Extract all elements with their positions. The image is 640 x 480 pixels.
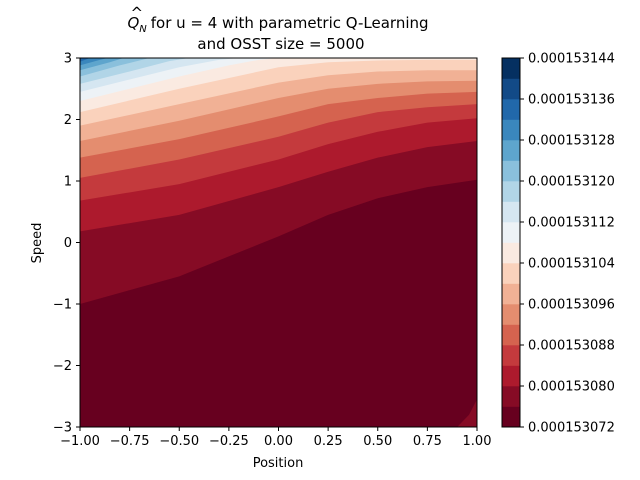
colorbar-level-17	[502, 58, 520, 79]
colorbar-level-8	[502, 242, 520, 264]
colorbar-level-10	[502, 201, 520, 223]
colorbar-level-7	[502, 263, 520, 284]
x-tick-label: −1.00	[60, 434, 100, 449]
y-tick-label: 1	[64, 175, 72, 190]
x-tick-label: −0.75	[110, 434, 150, 449]
title-q-symbol: Q	[127, 14, 139, 32]
colorbar-tick-label: 0.000153128	[528, 134, 615, 149]
colorbar-tick-label: 0.000153096	[528, 298, 615, 313]
colorbar-level-15	[502, 99, 520, 120]
title-q-subscript: N	[139, 24, 147, 35]
title-q-hat: ^	[130, 4, 143, 22]
y-axis-label: Speed	[30, 223, 45, 264]
colorbar: 0.000153072 0.000153080 0.000153088 0.00015…	[501, 52, 615, 436]
x-tick-label: −0.25	[209, 434, 249, 449]
x-tick-label: 0.50	[363, 434, 392, 449]
colorbar-level-6	[502, 283, 520, 305]
y-tick-label: 0	[64, 236, 72, 251]
x-tick-label: 0.25	[314, 434, 343, 449]
colorbar-tick-label: 0.000153080	[528, 380, 615, 395]
colorbar-level-12	[502, 160, 520, 182]
x-axis-label: Position	[253, 456, 304, 471]
colorbar-level-4	[502, 324, 520, 346]
y-tick-label: 3	[64, 52, 72, 67]
colorbar-level-2	[502, 365, 520, 387]
colorbar-frame	[501, 57, 521, 428]
colorbar-level-1	[502, 386, 520, 407]
x-axis: −1.00 −0.75 −0.50 −0.25 0.00 0.25 0.50 0.75 1.00	[60, 427, 491, 449]
chart-title-line2: and OSST size = 5000	[197, 35, 364, 53]
chart-title: QN for u = 4 with parametric Q-Learning ^…	[127, 4, 428, 53]
x-tick-label: −0.50	[159, 434, 199, 449]
x-tick-label: 0.00	[264, 434, 293, 449]
colorbar-level-13	[502, 140, 520, 161]
colorbar-tick-label: 0.000153136	[528, 93, 615, 108]
colorbar-level-11	[502, 181, 520, 202]
colorbar-tick-label: 0.000153120	[528, 175, 615, 190]
colorbar-tick-label: 0.000153104	[528, 257, 615, 272]
contour-band-15	[80, 58, 90, 62]
x-tick-label: 0.75	[413, 434, 442, 449]
y-axis: −3 −2 −1 0 1 2 3	[53, 52, 80, 436]
colorbar-level-9	[502, 222, 520, 243]
colorbar-tick-label: 0.000153088	[528, 339, 615, 354]
y-tick-label: 2	[64, 113, 72, 128]
y-tick-label: −2	[53, 359, 72, 374]
colorbar-tick-label: 0.000153072	[528, 421, 615, 436]
plot-area	[79, 57, 478, 428]
colorbar-level-5	[502, 304, 520, 325]
chart-title-line1: QN for u = 4 with parametric Q-Learning	[127, 14, 428, 35]
colorbar-tick-label: 0.000153112	[528, 216, 615, 231]
colorbar-level-0	[502, 406, 520, 428]
contour-band-14	[80, 58, 108, 66]
colorbar-tick-label: 0.000153144	[528, 52, 615, 67]
x-tick-label: 1.00	[463, 434, 492, 449]
colorbar-level-3	[502, 345, 520, 366]
colorbar-level-16	[502, 78, 520, 100]
title-line1-text: for u = 4 with parametric Q-Learning	[151, 14, 429, 32]
y-tick-label: −1	[53, 298, 72, 313]
contour-corner-patch	[457, 399, 477, 427]
colorbar-level-14	[502, 119, 520, 141]
y-tick-label: −3	[53, 421, 72, 436]
